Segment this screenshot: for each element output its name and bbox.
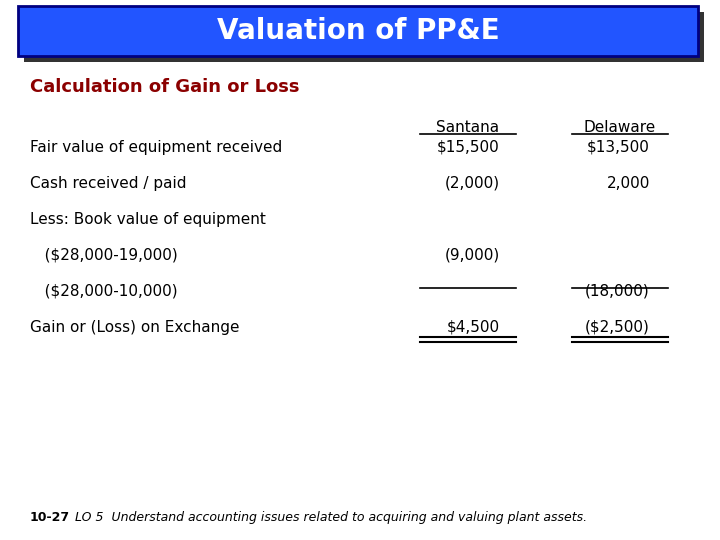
Text: ($2,500): ($2,500)	[585, 320, 650, 335]
FancyBboxPatch shape	[18, 6, 698, 56]
Text: Cash received / paid: Cash received / paid	[30, 176, 186, 191]
Text: Calculation of Gain or Loss: Calculation of Gain or Loss	[30, 78, 300, 96]
Text: 10-27: 10-27	[30, 511, 70, 524]
Text: Santana: Santana	[436, 120, 500, 135]
Text: (18,000): (18,000)	[585, 284, 650, 299]
Text: $4,500: $4,500	[447, 320, 500, 335]
Text: ($28,000-10,000): ($28,000-10,000)	[30, 284, 178, 299]
Text: Gain or (Loss) on Exchange: Gain or (Loss) on Exchange	[30, 320, 240, 335]
Text: $13,500: $13,500	[587, 140, 650, 155]
Text: Delaware: Delaware	[584, 120, 656, 135]
Text: ($28,000-19,000): ($28,000-19,000)	[30, 248, 178, 263]
Text: Less: Book value of equipment: Less: Book value of equipment	[30, 212, 266, 227]
Text: Fair value of equipment received: Fair value of equipment received	[30, 140, 282, 155]
Text: $15,500: $15,500	[437, 140, 500, 155]
FancyBboxPatch shape	[24, 12, 704, 62]
Text: LO 5  Understand accounting issues related to acquiring and valuing plant assets: LO 5 Understand accounting issues relate…	[75, 511, 587, 524]
Text: (9,000): (9,000)	[445, 248, 500, 263]
Text: Valuation of PP&E: Valuation of PP&E	[217, 17, 499, 45]
Text: (2,000): (2,000)	[445, 176, 500, 191]
Text: 2,000: 2,000	[607, 176, 650, 191]
